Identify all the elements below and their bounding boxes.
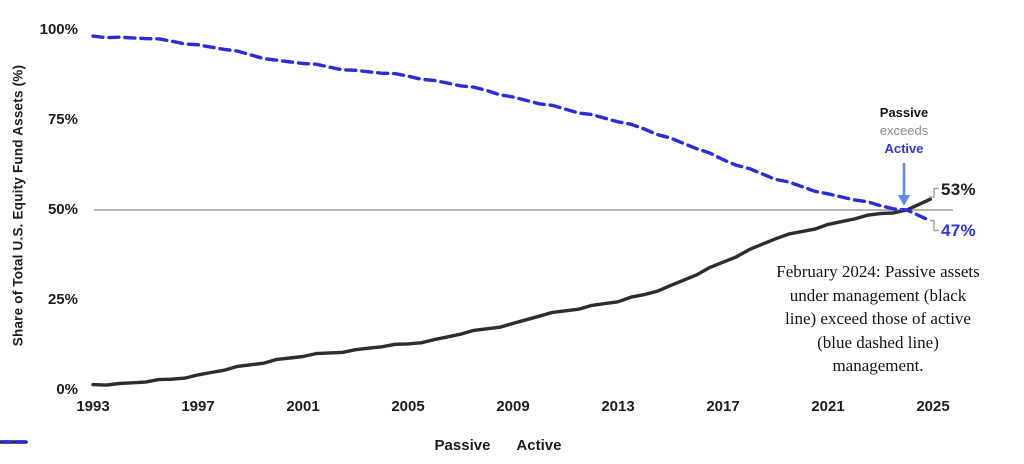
passive-series-line	[91, 197, 933, 387]
legend: Passive Active	[0, 437, 1010, 454]
note-line-2: under management (black	[789, 285, 967, 305]
active-end-connector	[930, 219, 939, 232]
x-tick-2025: 2025	[916, 398, 950, 415]
active-end-value: 47%	[941, 221, 976, 240]
crossover-callout: Passive exceeds Active	[859, 104, 949, 158]
passive-end-connector	[929, 187, 939, 198]
x-tick-1993: 1993	[76, 398, 110, 415]
callout-exceeds-text: exceeds	[879, 123, 929, 138]
legend-item-passive: Passive	[0, 437, 491, 454]
y-tick-75: 75%	[47, 111, 78, 128]
callout-passive-text: Passive	[879, 105, 929, 120]
y-tick-25: 25%	[47, 291, 78, 308]
series-layer	[91, 34, 933, 387]
y-tick-100: 100%	[39, 21, 78, 38]
annotation-arrow	[898, 163, 910, 206]
x-tick-2017: 2017	[706, 398, 740, 415]
x-tick-2021: 2021	[811, 398, 845, 415]
active-line-swatch	[0, 440, 30, 444]
february-2024-note: February 2024: Passive assets under mana…	[738, 260, 1018, 378]
active-series-line	[91, 34, 933, 223]
note-line-3: line) exceed those of active	[785, 309, 971, 328]
callout-active-text: Active	[884, 141, 924, 156]
y-tick-0: 0%	[56, 381, 78, 398]
x-tick-2009: 2009	[496, 398, 530, 415]
x-tick-2005: 2005	[391, 398, 425, 415]
y-tick-50: 50%	[47, 201, 78, 218]
passive-end-value: 53%	[941, 180, 976, 199]
note-line-5: management.	[832, 356, 924, 375]
note-line-4: (blue dashed line)	[817, 332, 939, 352]
x-tick-2001: 2001	[286, 398, 320, 415]
note-line-1: February 2024: Passive assets	[776, 262, 980, 281]
legend-label-active: Active	[516, 437, 562, 454]
legend-label-passive: Passive	[434, 437, 491, 454]
x-tick-1997: 1997	[181, 398, 215, 415]
legend-item-active: Active	[0, 437, 562, 454]
x-tick-2013: 2013	[601, 398, 635, 415]
